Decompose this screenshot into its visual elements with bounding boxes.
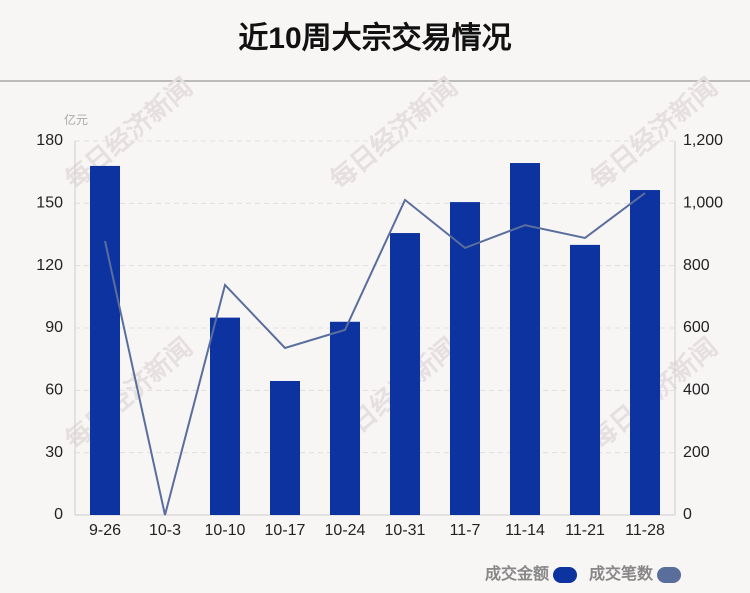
- x-tick-label: 10-31: [385, 522, 426, 539]
- y-tick-label: 30: [45, 444, 63, 461]
- legend-label: 成交笔数: [589, 564, 654, 583]
- y-tick-label: 90: [45, 319, 63, 336]
- y-tick-label: 150: [36, 195, 63, 212]
- chart-title: 近10周大宗交易情况: [238, 21, 511, 55]
- x-tick-label: 11-7: [450, 522, 481, 539]
- bar: [450, 202, 480, 515]
- y2-tick-label: 200: [683, 444, 710, 461]
- y2-tick-label: 400: [683, 382, 710, 399]
- bar: [90, 165, 120, 515]
- bar: [570, 244, 600, 515]
- y2-tick-label: 0: [683, 506, 692, 523]
- legend-swatch: [657, 567, 682, 583]
- x-tick-label: 11-14: [505, 522, 545, 539]
- y2-tick-label: 800: [683, 257, 710, 274]
- line: [104, 192, 646, 516]
- x-tick-label: 10-10: [205, 522, 246, 539]
- x-tick-label: 10-24: [325, 522, 366, 539]
- bar: [330, 321, 360, 515]
- y2-tick-label: 600: [683, 319, 710, 336]
- x-tick-label: 11-21: [565, 522, 605, 539]
- y-tick-label: 180: [36, 132, 63, 149]
- y-tick-label: 120: [36, 257, 63, 274]
- x-tick-label: 11-28: [625, 522, 665, 539]
- legend-swatch: [553, 567, 578, 583]
- bar: [510, 163, 540, 515]
- bar: [390, 233, 420, 515]
- y2-tick-label: 1,200: [683, 132, 723, 149]
- bar: [270, 380, 300, 515]
- y-tick-label: 0: [54, 506, 63, 523]
- legend-label: 成交金额: [485, 564, 549, 583]
- x-tick-label: 9-26: [89, 522, 121, 539]
- x-tick-label: 10-3: [149, 522, 181, 539]
- bar: [630, 190, 660, 515]
- y-tick-label: 60: [45, 382, 63, 399]
- bar: [210, 317, 240, 515]
- y2-tick-label: 1,000: [683, 195, 723, 212]
- y-unit: 亿元: [64, 112, 88, 127]
- x-tick-label: 10-17: [265, 522, 306, 539]
